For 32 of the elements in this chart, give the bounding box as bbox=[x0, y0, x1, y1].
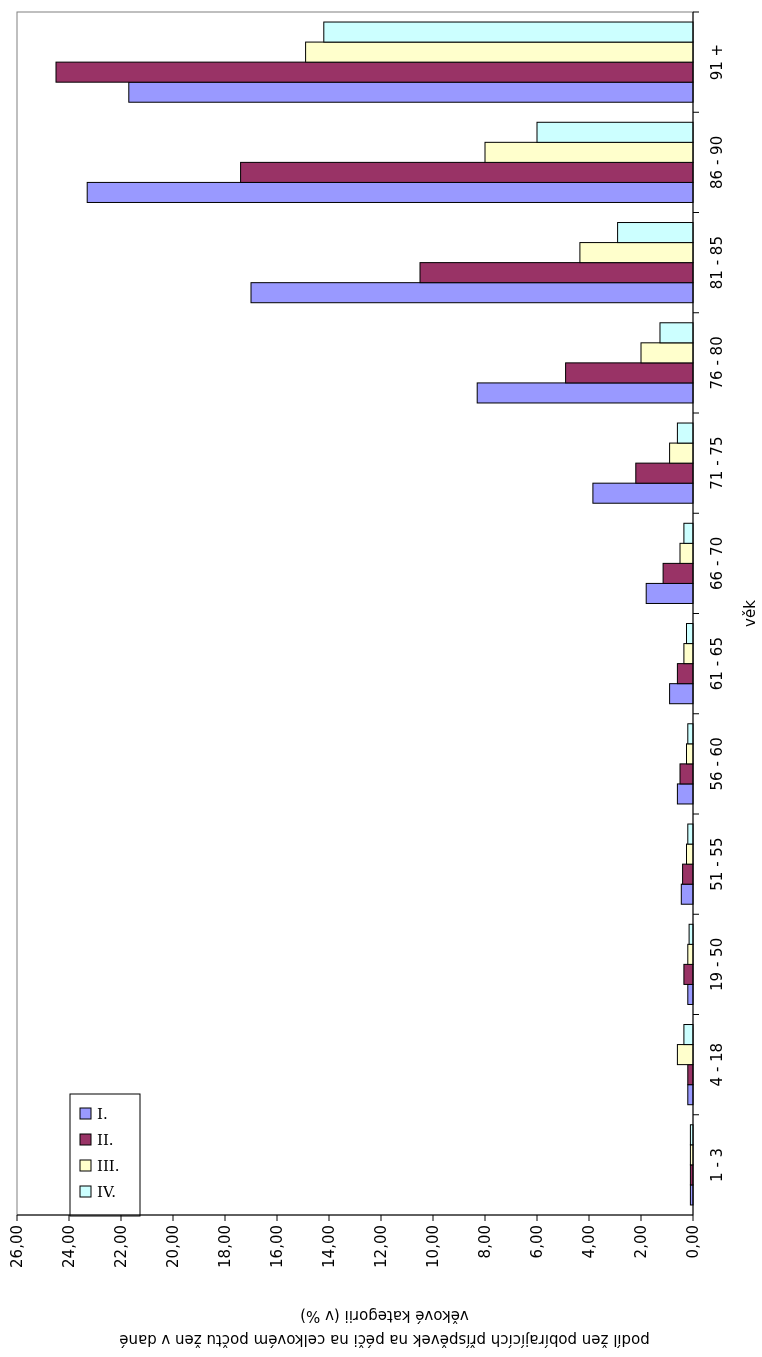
x-tick-label: 26,00 bbox=[8, 1225, 27, 1268]
legend-label: III. bbox=[97, 1157, 120, 1176]
y-tick-label: 91 + bbox=[708, 43, 727, 81]
x-tick-label: 22,00 bbox=[112, 1225, 131, 1268]
x-tick-label: 6,00 bbox=[528, 1225, 547, 1259]
x-axis-title: podíl žen pobírajících příspěvek na péči na celkovém počtu žen v dané věkové kategorii (v %) bbox=[119, 1306, 650, 1349]
x-tick-label: 0,00 bbox=[684, 1225, 703, 1259]
x-tick-label: 16,00 bbox=[268, 1225, 287, 1268]
y-tick-label: 51 - 55 bbox=[708, 837, 727, 891]
x-tick-label: 24,00 bbox=[60, 1225, 79, 1268]
y-tick-label: 81 - 85 bbox=[708, 236, 727, 290]
y-tick-label: 71 - 75 bbox=[708, 436, 727, 490]
x-tick-label: 12,00 bbox=[372, 1225, 391, 1268]
x-tick-label: 4,00 bbox=[580, 1225, 599, 1259]
x-tick-label: 8,00 bbox=[476, 1225, 495, 1259]
y-tick-label: 61 - 65 bbox=[708, 637, 727, 691]
y-tick-label: 56 - 60 bbox=[708, 737, 727, 791]
legend-label: II. bbox=[97, 1131, 114, 1150]
y-axis-title: věk bbox=[741, 599, 760, 627]
legend-label: I. bbox=[97, 1105, 108, 1124]
x-tick-label: 10,00 bbox=[424, 1225, 443, 1268]
y-tick-label: 66 - 70 bbox=[708, 536, 727, 590]
legend-label: IV. bbox=[97, 1183, 116, 1202]
x-tick-label: 20,00 bbox=[164, 1225, 183, 1268]
x-tick-label: 18,00 bbox=[216, 1225, 235, 1268]
y-tick-label: 86 - 90 bbox=[708, 135, 727, 189]
y-tick-label: 4 - 18 bbox=[708, 1042, 727, 1087]
x-tick-label: 2,00 bbox=[632, 1225, 651, 1259]
x-tick-label: 14,00 bbox=[320, 1225, 339, 1268]
y-tick-label: 19 - 50 bbox=[708, 937, 727, 991]
y-tick-label: 1 - 3 bbox=[708, 1147, 727, 1182]
y-tick-label: 76 - 80 bbox=[708, 336, 727, 390]
